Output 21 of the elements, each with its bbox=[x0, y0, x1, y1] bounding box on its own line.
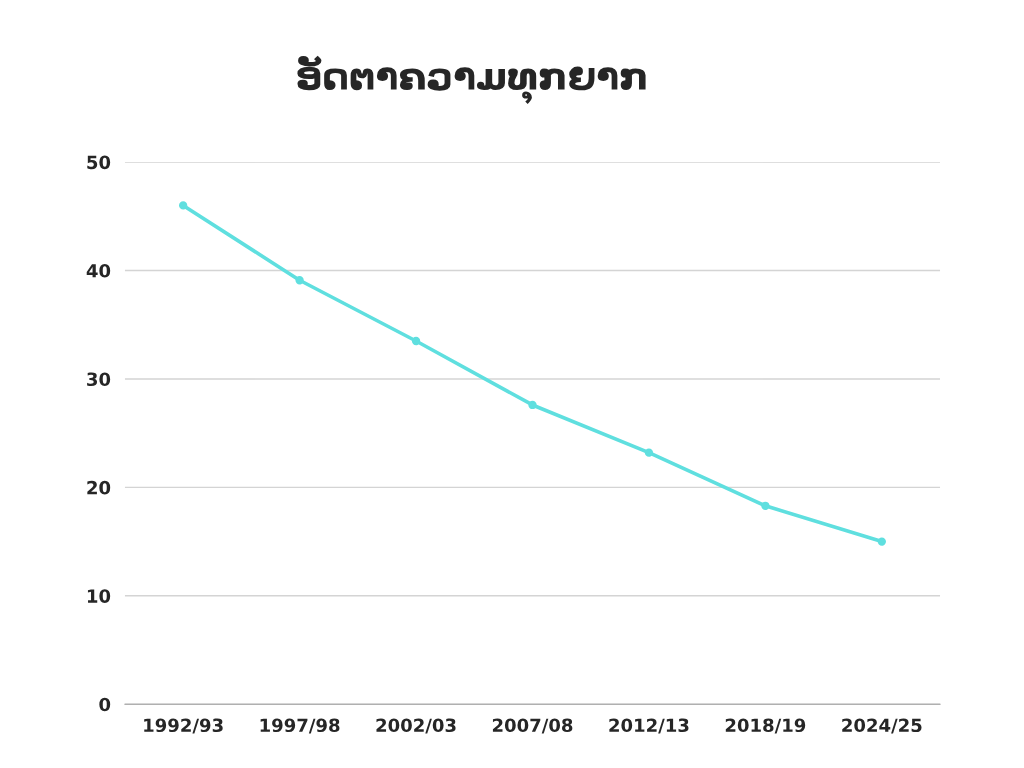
chart-title: ອັດຕາຄວາມທຸກຍາກ bbox=[297, 55, 646, 104]
point bbox=[178, 201, 188, 210]
x-tick-label: 1997/98 bbox=[260, 718, 340, 734]
x-tick-label: 2007/08 bbox=[492, 718, 573, 734]
y-tick-label: 20 bbox=[87, 480, 111, 495]
x-tick-label: 2012/13 bbox=[609, 718, 689, 734]
point bbox=[528, 400, 537, 410]
x-tick-label: 2024/25 bbox=[842, 718, 922, 734]
x-tick-label: 1992/93 bbox=[144, 718, 223, 734]
point bbox=[761, 501, 770, 510]
x-tick-label: 2018/19 bbox=[725, 718, 806, 734]
y-tick-label: 50 bbox=[87, 155, 111, 170]
x-tick-label: 2002/03 bbox=[376, 718, 456, 734]
y-tick-label: 0 bbox=[99, 697, 111, 712]
point bbox=[295, 276, 304, 285]
point bbox=[411, 336, 421, 346]
y-tick-label: 40 bbox=[86, 263, 111, 278]
point bbox=[644, 448, 654, 457]
y-tick-label: 30 bbox=[87, 372, 111, 387]
y-tick-label: 10 bbox=[87, 589, 111, 603]
point bbox=[877, 537, 886, 546]
